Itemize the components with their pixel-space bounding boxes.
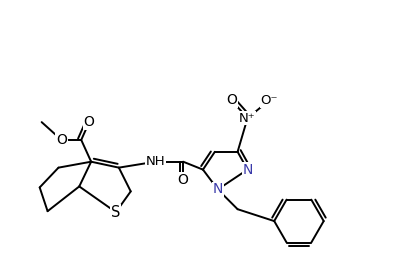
Text: O⁻: O⁻ — [261, 94, 278, 107]
Text: N⁺: N⁺ — [239, 112, 256, 125]
Text: N: N — [242, 163, 253, 176]
Text: O: O — [84, 115, 95, 129]
Text: S: S — [111, 205, 120, 220]
Text: O: O — [178, 172, 189, 187]
Text: NH: NH — [146, 155, 165, 168]
Text: methyl: methyl — [0, 266, 1, 267]
Text: O: O — [56, 133, 67, 147]
Text: O: O — [226, 93, 237, 107]
Text: N: N — [213, 182, 223, 197]
